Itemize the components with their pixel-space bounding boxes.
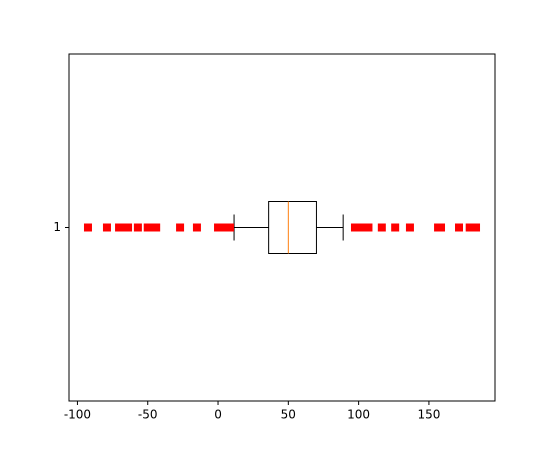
flier bbox=[455, 223, 464, 232]
flier bbox=[218, 223, 227, 232]
x-tick-label: 150 bbox=[417, 408, 440, 422]
flier bbox=[225, 223, 234, 232]
flier bbox=[102, 223, 111, 232]
x-tick-label: -50 bbox=[138, 408, 158, 422]
box bbox=[268, 201, 317, 254]
flier bbox=[465, 223, 474, 232]
flier bbox=[360, 223, 369, 232]
flier bbox=[356, 223, 365, 232]
flier bbox=[437, 223, 446, 232]
flier bbox=[152, 223, 161, 232]
flier bbox=[405, 223, 414, 232]
flier bbox=[214, 223, 223, 232]
flier bbox=[133, 223, 142, 232]
flier bbox=[147, 223, 156, 232]
flier bbox=[472, 223, 481, 232]
axes-frame bbox=[68, 53, 496, 402]
flier bbox=[364, 223, 373, 232]
flier bbox=[391, 223, 400, 232]
flier bbox=[143, 223, 152, 232]
flier bbox=[176, 223, 185, 232]
flier bbox=[83, 223, 92, 232]
flier bbox=[115, 223, 124, 232]
x-tick-label: -100 bbox=[64, 408, 91, 422]
y-tick-label: 1 bbox=[53, 220, 61, 234]
x-tick-label: 0 bbox=[214, 408, 222, 422]
flier bbox=[124, 223, 133, 232]
x-tick-label: 50 bbox=[281, 408, 296, 422]
x-tick-label: 100 bbox=[347, 408, 370, 422]
flier bbox=[377, 223, 386, 232]
flier bbox=[192, 223, 201, 232]
flier bbox=[350, 223, 359, 232]
